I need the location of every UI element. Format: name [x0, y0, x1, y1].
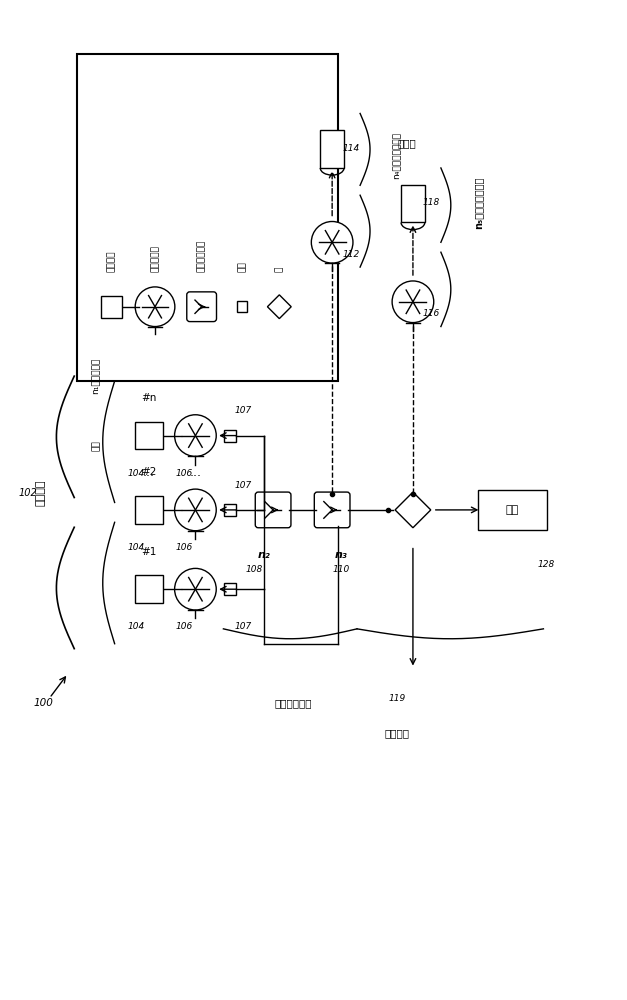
Text: #2: #2 [141, 467, 157, 477]
FancyBboxPatch shape [255, 492, 291, 528]
Text: 居管: 居管 [238, 261, 246, 272]
Text: 118: 118 [423, 198, 440, 207]
Text: 102: 102 [18, 488, 37, 498]
Text: 纳米颗粒形成: 纳米颗粒形成 [275, 698, 312, 708]
Text: 107: 107 [234, 481, 252, 490]
Bar [224, 583, 236, 595]
Text: #1: #1 [141, 547, 157, 557]
Text: 软件控制: 软件控制 [35, 479, 45, 506]
Circle shape [392, 281, 434, 323]
Text: ...: ... [143, 466, 155, 479]
Polygon shape [268, 295, 291, 319]
Text: 112: 112 [342, 250, 359, 259]
Text: 106: 106 [176, 622, 193, 631]
Text: n₅（某些实施例）: n₅（某些实施例） [473, 176, 483, 229]
Text: n₁（某些实施: n₁（某些实施 [92, 358, 100, 394]
FancyBboxPatch shape [187, 292, 216, 322]
Text: 稀释剂: 稀释剂 [398, 138, 416, 148]
Text: ...: ... [189, 466, 201, 479]
Text: 流体驱动器: 流体驱动器 [150, 245, 159, 272]
Text: 114: 114 [342, 144, 359, 153]
Circle shape [174, 489, 216, 531]
Circle shape [135, 287, 175, 327]
Text: 107: 107 [234, 406, 252, 415]
Text: 104: 104 [128, 543, 145, 552]
Bar [135, 422, 162, 449]
Text: 116: 116 [423, 309, 440, 318]
Text: 初始废料: 初始废料 [385, 728, 410, 738]
Bar [100, 296, 122, 318]
Bar [401, 185, 425, 222]
Text: 输入试剂: 输入试剂 [107, 251, 116, 272]
Text: n₂: n₂ [258, 550, 270, 560]
Text: 110: 110 [333, 565, 350, 574]
Bar [135, 496, 162, 524]
FancyBboxPatch shape [314, 492, 350, 528]
Bar [478, 490, 547, 530]
Text: 128: 128 [538, 560, 555, 569]
Bar [320, 130, 344, 168]
Bar [135, 575, 162, 603]
Circle shape [312, 221, 353, 263]
Text: 阀: 阀 [275, 267, 284, 272]
Text: 106: 106 [176, 469, 193, 478]
Text: 104: 104 [128, 469, 145, 478]
Circle shape [174, 568, 216, 610]
Text: n₄（某些实施例）: n₄（某些实施例） [393, 132, 402, 179]
Bar [236, 301, 248, 312]
Text: n₃: n₃ [335, 550, 348, 560]
Text: 119: 119 [389, 694, 406, 703]
Text: 106: 106 [176, 543, 193, 552]
Bar [224, 430, 236, 442]
Circle shape [174, 415, 216, 456]
Text: 108: 108 [246, 565, 263, 574]
Text: 104: 104 [128, 622, 145, 631]
Polygon shape [395, 492, 431, 528]
Text: 产品: 产品 [506, 505, 519, 515]
Text: 107: 107 [234, 622, 252, 631]
Bar [77, 54, 339, 381]
Text: #n: #n [141, 393, 157, 403]
Text: 100: 100 [33, 698, 53, 708]
Text: 例）: 例） [92, 440, 100, 451]
Text: 微流体混合器: 微流体混合器 [197, 240, 206, 272]
Bar [224, 504, 236, 516]
